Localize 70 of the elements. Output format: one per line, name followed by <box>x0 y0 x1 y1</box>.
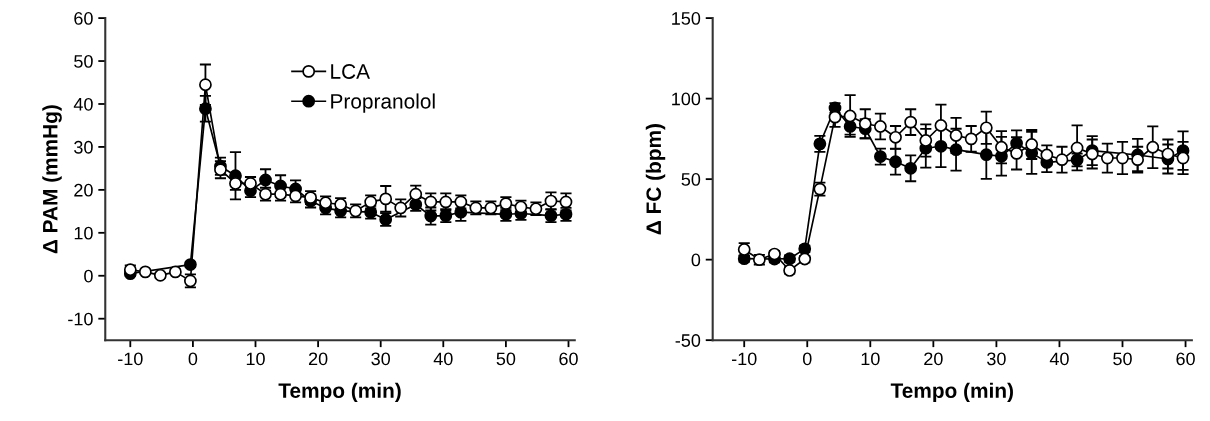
y-tick-label: 60 <box>74 12 93 25</box>
point <box>934 119 948 132</box>
y-tick-label: 30 <box>74 140 93 154</box>
point <box>828 110 842 124</box>
point <box>768 247 781 261</box>
point <box>1176 151 1190 165</box>
x-tick-label: 0 <box>188 352 198 366</box>
x-tick-label: 30 <box>371 352 391 366</box>
x-tick-label: -10 <box>731 352 757 366</box>
point <box>874 120 887 133</box>
x-tick-label: 40 <box>433 352 453 366</box>
x-tick-label: 20 <box>924 352 943 366</box>
point <box>1100 151 1114 165</box>
legend-label: LCA <box>331 64 370 79</box>
x-axis-title: Tempo (min) <box>278 382 401 403</box>
point <box>904 161 918 175</box>
point <box>964 132 978 146</box>
x-tick-label: 60 <box>1176 352 1195 366</box>
point <box>979 121 993 135</box>
x-tick-label: 20 <box>308 352 328 366</box>
x-tick-label: 30 <box>987 352 1006 366</box>
y-tick-label: 50 <box>681 173 701 186</box>
x-tick-label: 50 <box>1113 352 1132 366</box>
point <box>1131 153 1145 167</box>
point <box>289 189 302 203</box>
point <box>514 200 528 214</box>
point <box>919 134 933 147</box>
point <box>904 115 918 129</box>
point <box>995 140 1008 154</box>
y-tick-label: 40 <box>73 97 93 111</box>
point <box>334 198 348 211</box>
point <box>858 117 872 131</box>
y-tick-label: 50 <box>74 54 93 68</box>
point <box>168 265 182 279</box>
point <box>229 177 242 190</box>
point <box>1055 153 1069 167</box>
x-axis-title: Tempo (min) <box>890 382 1013 403</box>
y-tick-label: 0 <box>691 253 701 267</box>
point <box>1116 151 1129 165</box>
point <box>1010 146 1023 160</box>
x-tick-label: 40 <box>1049 352 1069 366</box>
x-tick-label: 0 <box>802 352 812 366</box>
point <box>1146 140 1160 154</box>
y-tick-label: -10 <box>68 312 93 326</box>
x-tick-label: 10 <box>246 352 265 366</box>
y-axis-title: Δ PAM (mmHg) <box>42 105 62 254</box>
point <box>979 148 993 162</box>
point <box>949 129 963 142</box>
point <box>1070 141 1084 155</box>
point <box>319 196 333 210</box>
point <box>1040 148 1054 162</box>
y-tick-label: 20 <box>74 183 93 197</box>
point <box>199 78 212 92</box>
y-tick-label: 150 <box>672 12 701 25</box>
y-tick-label: 0 <box>84 269 93 283</box>
y-axis-title: Δ FC (bpm) <box>645 124 666 235</box>
y-tick-label: 100 <box>672 92 701 106</box>
x-tick-label: 60 <box>559 352 578 366</box>
point <box>1161 147 1175 161</box>
legend-label: Propranolol <box>331 93 435 113</box>
point <box>889 130 902 144</box>
y-tick-label: -50 <box>675 334 701 347</box>
point <box>1025 138 1039 151</box>
point <box>889 155 902 169</box>
y-tick-label: 10 <box>74 226 93 240</box>
point <box>843 109 857 123</box>
x-tick-label: 10 <box>861 352 880 366</box>
x-tick-label: -10 <box>118 352 143 366</box>
x-tick-label: 50 <box>496 352 516 366</box>
point <box>379 192 393 206</box>
